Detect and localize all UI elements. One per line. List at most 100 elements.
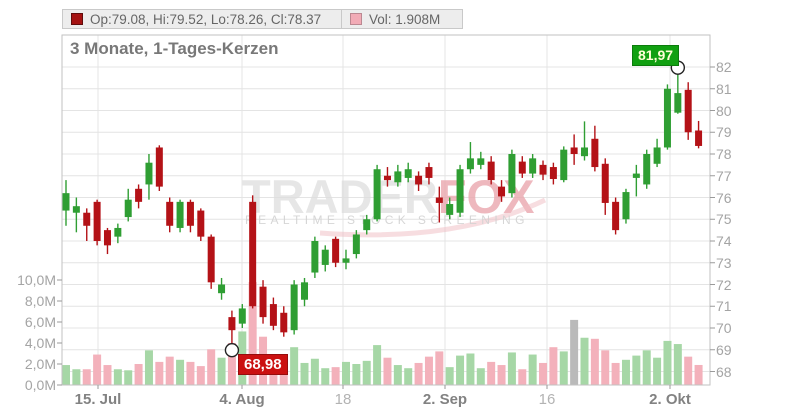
candle-body <box>632 173 640 178</box>
candle-body <box>549 167 557 180</box>
volume-bar <box>497 365 506 385</box>
candle-body <box>269 304 277 326</box>
date-tick-label: 2. Sep <box>422 391 468 408</box>
volume-bar <box>611 362 620 385</box>
low-marker-circle-icon <box>224 342 240 358</box>
volume-bar <box>673 344 682 385</box>
price-tick-label: 74 <box>716 233 732 249</box>
volume-bar <box>248 282 257 385</box>
candle-body <box>612 201 620 231</box>
date-tick-label: 15. Jul <box>74 391 122 408</box>
candle-body <box>197 210 205 237</box>
candle-body <box>622 192 630 220</box>
date-tick-label: 18 <box>334 391 352 408</box>
candle-body <box>674 93 682 113</box>
candle-body <box>581 147 588 157</box>
candle-body <box>529 158 537 174</box>
volume-bar <box>321 368 330 385</box>
candle-body <box>311 241 319 273</box>
volume-tick-label: 2,0M <box>24 356 56 372</box>
volume-swatch-icon <box>350 13 362 25</box>
candle-body <box>539 164 547 175</box>
candle-body <box>290 284 298 331</box>
price-tick-label: 81 <box>716 80 732 97</box>
volume-bar <box>186 361 195 385</box>
volume-bar <box>642 350 651 385</box>
volume-bar <box>414 362 423 385</box>
volume-bar <box>466 353 475 385</box>
candle-body <box>570 147 578 154</box>
volume-bar <box>663 340 672 385</box>
candle-body <box>487 161 495 181</box>
candle-body <box>695 130 703 146</box>
volume-bar <box>196 366 205 385</box>
candle-body <box>435 197 443 203</box>
volume-bar <box>601 350 610 385</box>
volume-bar <box>290 347 299 385</box>
candle-body <box>601 163 609 203</box>
svg-text:TRADERFOX: TRADERFOX <box>242 170 534 223</box>
price-tick-label: 71 <box>716 298 732 315</box>
candle-body <box>394 171 402 183</box>
candle-body <box>155 147 163 187</box>
candle-body <box>62 193 70 211</box>
candle-body <box>135 188 143 202</box>
candle-body <box>373 169 381 220</box>
volume-bar <box>621 359 630 385</box>
volume-bar <box>134 364 143 385</box>
price-tick-label: 79 <box>716 124 732 141</box>
candle-body <box>228 317 236 331</box>
candle-body <box>425 167 433 178</box>
volume-bar <box>113 369 122 385</box>
price-tick-label: 77 <box>716 167 732 184</box>
candle-body <box>83 212 91 226</box>
volume-bar <box>528 354 537 385</box>
volume-bars <box>62 282 703 385</box>
volume-bar <box>82 369 91 385</box>
volume-tick-label: 6,0M <box>24 314 56 330</box>
volume-bar <box>165 356 174 385</box>
price-tick-label: 68 <box>716 363 732 380</box>
candle-body <box>352 234 360 255</box>
price-tick-label: 70 <box>716 320 732 336</box>
volume-bar <box>580 337 589 385</box>
volume-bar <box>72 369 81 385</box>
volume-bar <box>217 357 226 385</box>
candle-body <box>218 284 226 294</box>
volume-bar <box>124 370 133 385</box>
svg-text:REALTIME STOCK SCREENING: REALTIME STOCK SCREENING <box>245 213 529 227</box>
candle-body <box>653 147 661 164</box>
price-tick-label: 73 <box>716 254 732 271</box>
price-tick-label: 75 <box>716 211 732 228</box>
low-price-annotation: 68,98 <box>238 354 288 375</box>
high-price-annotation: 81,97 <box>632 45 680 66</box>
candle-body <box>466 158 474 170</box>
volume-bar <box>424 356 433 385</box>
volume-bar <box>352 364 361 385</box>
volume-bar <box>445 367 454 385</box>
volume-tick-label: 10,0M <box>17 272 56 288</box>
volume-bar <box>155 361 164 385</box>
candle-body <box>560 149 568 181</box>
volume-bar <box>404 368 413 385</box>
volume-bar <box>476 368 485 385</box>
volume-bar <box>300 362 309 385</box>
date-tick-label: 16 <box>538 391 556 408</box>
candle-body <box>456 169 464 213</box>
volume-bar <box>570 319 579 385</box>
candle-body <box>663 88 671 148</box>
volume-bar <box>176 359 185 385</box>
axes <box>57 34 715 389</box>
price-tick-label: 78 <box>716 146 732 162</box>
candle-body <box>259 286 267 318</box>
candle-body <box>518 161 526 174</box>
candle-body <box>186 201 194 226</box>
candle-body <box>446 204 454 215</box>
volume-bar <box>559 351 568 385</box>
ohlc-swatch-icon <box>71 13 83 25</box>
volume-bar <box>487 361 496 385</box>
volume-bar <box>310 358 319 385</box>
